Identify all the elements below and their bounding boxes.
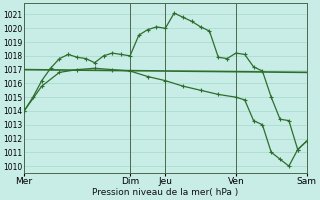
X-axis label: Pression niveau de la mer( hPa ): Pression niveau de la mer( hPa ) — [92, 188, 238, 197]
